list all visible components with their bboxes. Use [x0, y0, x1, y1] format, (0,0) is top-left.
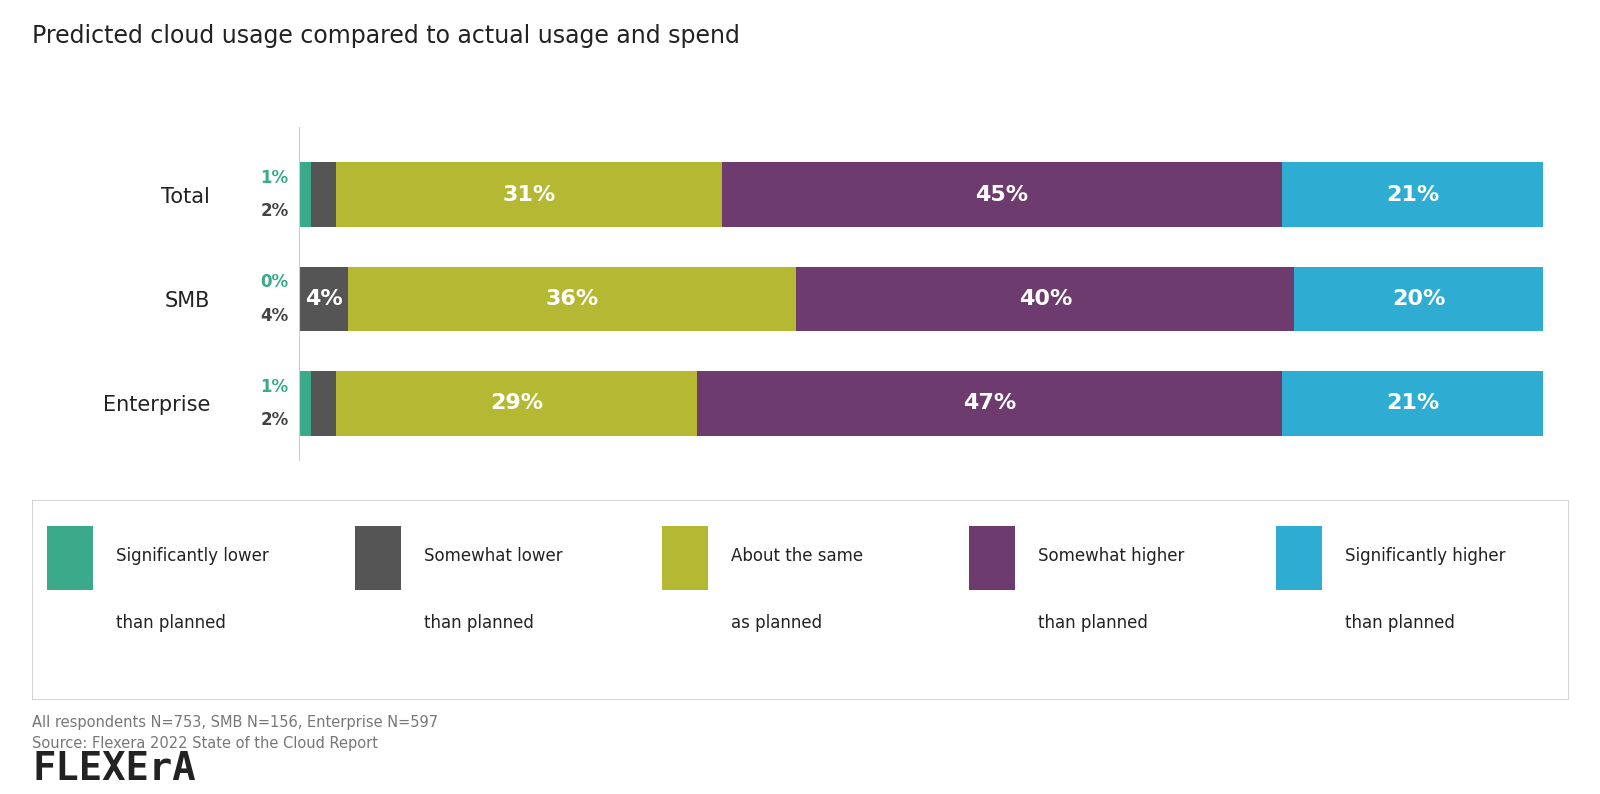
- Text: 4%: 4%: [261, 306, 288, 325]
- Text: than planned: than planned: [424, 615, 533, 632]
- Text: Significantly lower: Significantly lower: [117, 547, 269, 565]
- Text: 2%: 2%: [261, 410, 288, 429]
- Text: 4%: 4%: [304, 289, 342, 309]
- Text: 20%: 20%: [1392, 289, 1445, 309]
- Bar: [1282, 371, 1542, 436]
- Bar: [797, 267, 1294, 331]
- FancyBboxPatch shape: [970, 526, 1014, 589]
- Text: 1%: 1%: [261, 377, 288, 395]
- Text: Predicted cloud usage compared to actual usage and spend: Predicted cloud usage compared to actual…: [32, 24, 739, 48]
- Text: 36%: 36%: [546, 289, 598, 309]
- Bar: [1282, 163, 1542, 227]
- Bar: [698, 371, 1282, 436]
- Text: 21%: 21%: [1386, 393, 1438, 413]
- FancyBboxPatch shape: [1277, 526, 1322, 589]
- Text: Somewhat higher: Somewhat higher: [1038, 547, 1184, 565]
- Bar: [299, 163, 310, 227]
- Text: 47%: 47%: [963, 393, 1016, 413]
- Text: 1%: 1%: [261, 169, 288, 187]
- Text: 21%: 21%: [1386, 185, 1438, 205]
- Bar: [1294, 267, 1542, 331]
- Text: as planned: as planned: [731, 615, 822, 632]
- Bar: [299, 371, 310, 436]
- Text: FLEXErA: FLEXErA: [32, 750, 195, 788]
- Text: 2%: 2%: [261, 202, 288, 221]
- Text: 0%: 0%: [261, 273, 288, 291]
- Bar: [336, 163, 722, 227]
- FancyBboxPatch shape: [48, 526, 93, 589]
- Text: than planned: than planned: [117, 615, 226, 632]
- Text: 40%: 40%: [1019, 289, 1072, 309]
- Text: All respondents N=753, SMB N=156, Enterprise N=597
Source: Flexera 2022 State of: All respondents N=753, SMB N=156, Enterp…: [32, 715, 438, 750]
- Bar: [722, 163, 1282, 227]
- Text: About the same: About the same: [731, 547, 862, 565]
- Text: Somewhat lower: Somewhat lower: [424, 547, 562, 565]
- FancyBboxPatch shape: [355, 526, 400, 589]
- Bar: [349, 267, 797, 331]
- Bar: [310, 163, 336, 227]
- Text: than planned: than planned: [1038, 615, 1147, 632]
- Bar: [336, 371, 698, 436]
- Text: 31%: 31%: [502, 185, 555, 205]
- FancyBboxPatch shape: [662, 526, 707, 589]
- Text: 45%: 45%: [976, 185, 1029, 205]
- Bar: [310, 371, 336, 436]
- Bar: [299, 267, 349, 331]
- Text: Significantly higher: Significantly higher: [1346, 547, 1506, 565]
- Text: than planned: than planned: [1346, 615, 1454, 632]
- Text: 29%: 29%: [490, 393, 542, 413]
